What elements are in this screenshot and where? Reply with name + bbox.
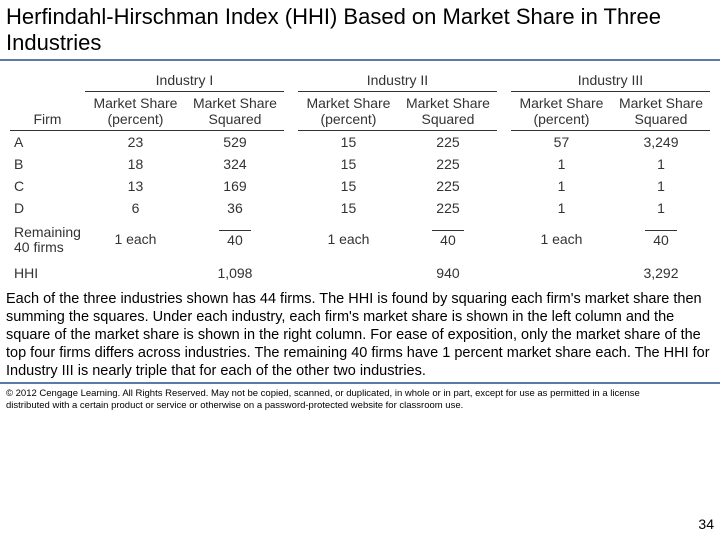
cell: 324 — [186, 153, 284, 175]
industry-header-row: Industry I Industry II Industry III — [10, 69, 710, 92]
cell: 225 — [399, 197, 497, 219]
cell: 1 — [511, 175, 612, 197]
firm-cell: C — [10, 175, 85, 197]
share-header-2: Market Share (percent) — [298, 91, 399, 130]
squared-header-2: Market Share Squared — [399, 91, 497, 130]
cell: 169 — [186, 175, 284, 197]
cell: 1 — [612, 175, 710, 197]
hhi-table: Industry I Industry II Industry III Firm… — [10, 69, 710, 284]
cell: 36 — [186, 197, 284, 219]
cell: 15 — [298, 197, 399, 219]
hhi-value-2: 940 — [399, 259, 497, 284]
firm-cell: B — [10, 153, 85, 175]
cell: 57 — [511, 130, 612, 153]
cell: 23 — [85, 130, 186, 153]
industry-2-header: Industry II — [298, 69, 497, 92]
firm-cell: A — [10, 130, 85, 153]
caption-region: Each of the three industries shown has 4… — [0, 290, 720, 385]
hhi-value-3: 3,292 — [612, 259, 710, 284]
remaining-label: Remaining 40 firms — [10, 219, 85, 259]
cell: 15 — [298, 153, 399, 175]
cell: 15 — [298, 175, 399, 197]
cell: 40 — [219, 230, 251, 248]
cell: 40 — [645, 230, 677, 248]
cell: 1 — [511, 197, 612, 219]
cell: 40 — [432, 230, 464, 248]
hhi-table-region: Industry I Industry II Industry III Firm… — [0, 61, 720, 290]
remaining-row: Remaining 40 firms 1 each 40 1 each 40 1… — [10, 219, 710, 259]
cell: 1 — [511, 153, 612, 175]
cell: 225 — [399, 130, 497, 153]
cell: 1 — [612, 197, 710, 219]
cell: 1 each — [85, 219, 186, 259]
share-header-1: Market Share (percent) — [85, 91, 186, 130]
firm-cell: D — [10, 197, 85, 219]
sum-cell: 40 — [186, 219, 284, 259]
page-title: Herfindahl-Hirschman Index (HHI) Based o… — [6, 4, 714, 57]
cell: 1 — [612, 153, 710, 175]
column-subheader-row: Firm Market Share (percent) Market Share… — [10, 91, 710, 130]
table-caption: Each of the three industries shown has 4… — [6, 290, 714, 381]
cell: 18 — [85, 153, 186, 175]
table-row: B 18 324 15 225 1 1 — [10, 153, 710, 175]
remaining-label-text: Remaining 40 firms — [14, 224, 81, 255]
cell: 225 — [399, 175, 497, 197]
firm-column-header: Firm — [10, 91, 85, 130]
cell: 3,249 — [612, 130, 710, 153]
sum-cell: 40 — [612, 219, 710, 259]
table-row: A 23 529 15 225 57 3,249 — [10, 130, 710, 153]
industry-3-header: Industry III — [511, 69, 710, 92]
hhi-value-1: 1,098 — [186, 259, 284, 284]
page-number: 34 — [698, 516, 714, 532]
hhi-row: HHI 1,098 940 3,292 — [10, 259, 710, 284]
cell: 13 — [85, 175, 186, 197]
hhi-label: HHI — [10, 259, 85, 284]
squared-header-3: Market Share Squared — [612, 91, 710, 130]
cell: 6 — [85, 197, 186, 219]
cell: 529 — [186, 130, 284, 153]
sum-cell: 40 — [399, 219, 497, 259]
cell: 15 — [298, 130, 399, 153]
squared-header-1: Market Share Squared — [186, 91, 284, 130]
copyright-notice: © 2012 Cengage Learning. All Rights Rese… — [0, 384, 660, 415]
share-header-3: Market Share (percent) — [511, 91, 612, 130]
title-region: Herfindahl-Hirschman Index (HHI) Based o… — [0, 0, 720, 61]
industry-1-header: Industry I — [85, 69, 284, 92]
cell: 1 each — [511, 219, 612, 259]
table-row: C 13 169 15 225 1 1 — [10, 175, 710, 197]
table-row: D 6 36 15 225 1 1 — [10, 197, 710, 219]
cell: 1 each — [298, 219, 399, 259]
cell: 225 — [399, 153, 497, 175]
